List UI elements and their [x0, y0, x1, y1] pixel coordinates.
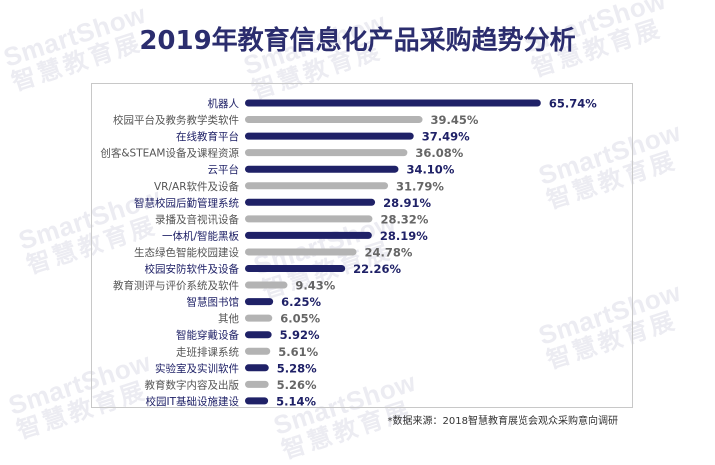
chart-frame — [91, 83, 633, 408]
bar — [245, 364, 269, 372]
category-label: 云平台 — [208, 163, 240, 176]
value-label: 28.19% — [380, 229, 428, 243]
value-label: 9.43% — [295, 279, 335, 293]
category-label: 教育数字内容及出版 — [145, 378, 240, 391]
category-label: 校园平台及教务教学类软件 — [113, 114, 239, 127]
value-label: 6.25% — [281, 295, 321, 309]
category-label: 在线教育平台 — [176, 130, 239, 143]
category-label: 走班排课系统 — [176, 345, 239, 358]
category-label: 智慧图书馆 — [187, 296, 240, 309]
value-label: 31.79% — [396, 179, 444, 193]
bar — [245, 281, 288, 289]
value-label: 5.14% — [276, 394, 316, 408]
source-note: *数据来源：2018智慧教育展览会观众采购意向调研 — [387, 416, 618, 427]
category-label: 其他 — [218, 312, 239, 325]
category-label: 创客&STEAM设备及课程资源 — [100, 147, 239, 160]
bar — [245, 99, 541, 107]
category-label: 录播及音视讯设备 — [155, 213, 239, 226]
chart-title: 2019年教育信息化产品采购趋势分析 — [139, 26, 576, 56]
bar — [245, 116, 423, 124]
bar — [245, 314, 273, 322]
bar — [245, 265, 346, 272]
value-label: 5.26% — [277, 378, 317, 392]
category-label: 一体机/智能黑板 — [162, 229, 240, 242]
value-label: 37.49% — [422, 130, 470, 144]
value-label: 28.91% — [383, 196, 431, 210]
category-label: 教育测评与评价系统及软件 — [113, 279, 239, 292]
category-label: 校园IT基础设施建设 — [145, 395, 239, 408]
value-label: 5.61% — [278, 345, 318, 359]
value-label: 39.45% — [431, 113, 479, 127]
bar — [245, 231, 372, 239]
value-label: 34.10% — [406, 163, 454, 177]
bar — [245, 198, 376, 206]
bar — [245, 149, 408, 157]
bar — [245, 397, 269, 405]
bar — [245, 248, 357, 256]
bar — [245, 182, 389, 190]
category-label: 智慧校园后勤管理系统 — [134, 196, 239, 209]
category-label: 机器人 — [208, 97, 240, 110]
bar — [245, 380, 269, 388]
category-label: 校园安防软件及设备 — [145, 263, 240, 276]
bar — [245, 215, 373, 223]
category-label: VR/AR软件及设备 — [154, 180, 239, 193]
category-label: 实验室及实训软件 — [155, 362, 239, 375]
value-label: 22.26% — [353, 262, 401, 276]
value-label: 6.05% — [280, 312, 320, 326]
bar — [245, 331, 272, 339]
value-label: 24.78% — [365, 245, 413, 259]
value-label: 5.28% — [277, 361, 317, 375]
category-label: 智能穿戴设备 — [176, 329, 239, 342]
value-label: 28.32% — [380, 212, 428, 226]
category-label: 生态绿色智能校园建设 — [134, 246, 239, 259]
bar — [245, 165, 399, 173]
bar — [245, 347, 271, 355]
bar — [245, 298, 274, 306]
value-label: 65.74% — [549, 97, 597, 111]
value-label: 36.08% — [415, 146, 463, 160]
bar — [245, 132, 414, 140]
value-label: 5.92% — [280, 328, 320, 342]
